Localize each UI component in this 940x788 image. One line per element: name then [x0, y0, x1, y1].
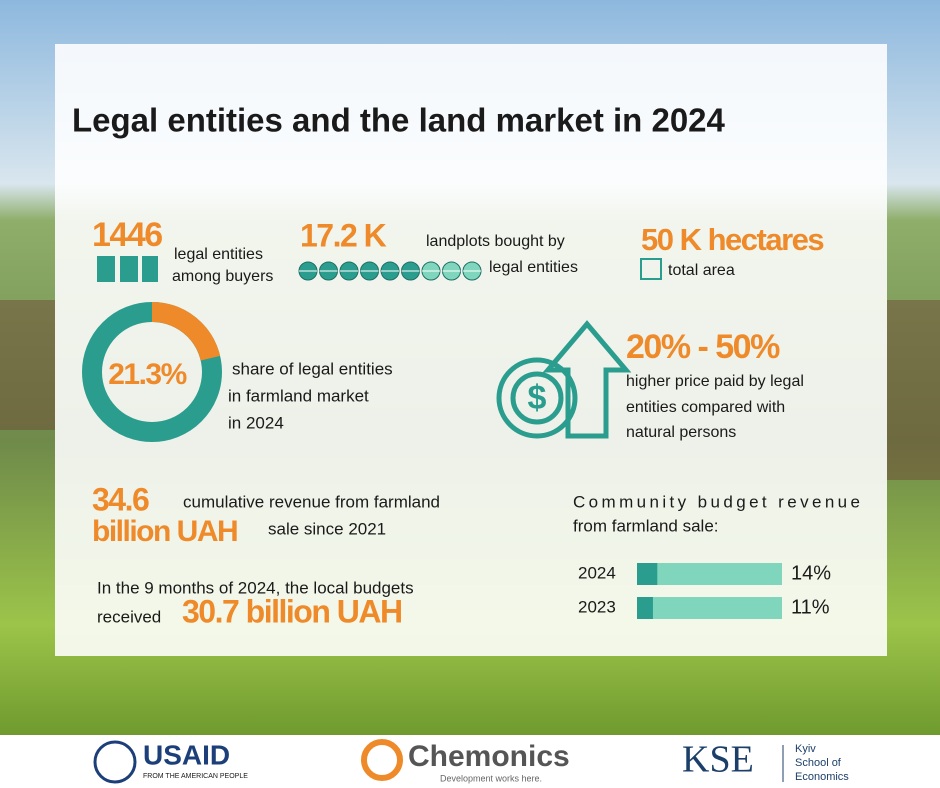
- globes-icon: [298, 261, 482, 281]
- stat-text: legal entities: [174, 246, 263, 263]
- field: [0, 300, 55, 430]
- bars: 2024 14% 2023 11%: [578, 562, 831, 619]
- field: [887, 300, 940, 480]
- stat-text: in farmland market: [228, 386, 369, 405]
- bar-track: [637, 563, 782, 585]
- stat-value: 50 K hectares: [641, 222, 823, 257]
- bar-value: 11%: [791, 596, 830, 618]
- logo-sub: FROM THE AMERICAN PEOPLE: [143, 773, 248, 780]
- logo: USAID: [143, 739, 230, 770]
- chemonics-mark: [361, 739, 403, 781]
- stat-text: in 2024: [228, 413, 284, 432]
- stat-text: landplots bought by: [426, 233, 565, 250]
- stat-text: In the 9 months of 2024, the local budge…: [97, 578, 414, 597]
- bar-value: 14%: [791, 562, 831, 584]
- logo-sub: Development works here.: [440, 773, 542, 783]
- stat-text: from farmland sale:: [573, 516, 719, 535]
- usaid-seal: [93, 740, 137, 784]
- stat-value: 20% - 50%: [626, 328, 780, 366]
- stat-text: legal entities: [489, 259, 578, 276]
- area-icon: [640, 258, 662, 280]
- stat-text: cumulative revenue from farmland: [183, 492, 440, 511]
- stat-text: share of legal entities: [232, 359, 393, 378]
- stat-value: 17.2 K: [300, 217, 387, 253]
- stat-text: sale since 2021: [268, 519, 386, 538]
- dollar-sign: $: [528, 379, 547, 417]
- logo-sub: Economics: [795, 771, 849, 783]
- stat-value: 34.6: [92, 481, 149, 517]
- bar-label: 2023: [578, 597, 616, 616]
- logo-sub: Kyiv: [795, 743, 816, 755]
- bar-label: 2024: [578, 563, 616, 582]
- logo: KSE: [682, 739, 754, 781]
- bar: [637, 597, 653, 619]
- logo-sub: School of: [795, 757, 842, 769]
- stat-text: entities compared with: [626, 399, 785, 416]
- bar: [637, 563, 658, 585]
- stat-value: billion UAH: [92, 515, 237, 548]
- stat-text: received: [97, 607, 161, 626]
- logo: Chemonics: [408, 740, 570, 773]
- stat-text: natural persons: [626, 424, 736, 441]
- donut-label: 21.3%: [108, 358, 186, 391]
- donut-arc: [151, 302, 221, 361]
- bar-track: [637, 597, 782, 619]
- dollar-icon: [496, 320, 632, 439]
- title: Legal entities and the land market in 20…: [72, 102, 726, 139]
- stat-value: 1446: [92, 216, 162, 254]
- stat-text: among buyers: [172, 268, 273, 285]
- stat-text: higher price paid by legal: [626, 373, 804, 390]
- stat-text: Community budget revenue: [573, 492, 860, 511]
- buildings-icon: [97, 256, 158, 282]
- stat-text: total area: [668, 262, 735, 279]
- panel: [55, 44, 887, 656]
- stat-value: 30.7 billion UAH: [182, 593, 402, 629]
